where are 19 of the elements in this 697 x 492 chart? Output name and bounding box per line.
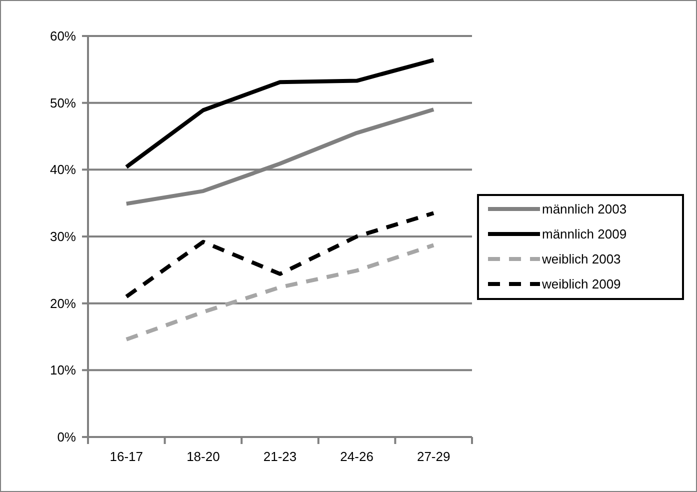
y-tick-label: 60% <box>50 28 76 44</box>
y-tick-label: 10% <box>50 362 76 378</box>
y-tick-label: 50% <box>50 95 76 110</box>
y-tick-label: 30% <box>50 229 76 244</box>
legend-label: männlich 2009 <box>542 226 627 242</box>
y-tick-label: 40% <box>50 162 76 178</box>
x-tick-label: 21-23 <box>263 449 297 464</box>
line-series <box>124 211 436 299</box>
legend-label: männlich 2003 <box>542 202 627 217</box>
x-tick-label: 27-29 <box>416 449 450 464</box>
y-tick-label: 20% <box>50 296 76 311</box>
x-tick-label: 24-26 <box>340 449 374 464</box>
y-tick-label: 0% <box>57 430 76 445</box>
x-tick-label: 18-20 <box>186 449 220 464</box>
line-series <box>124 243 436 342</box>
legend-label: weiblich 2009 <box>541 276 621 292</box>
x-tick-label: 16-17 <box>110 449 144 464</box>
line-series <box>124 58 436 169</box>
legend-label: weiblich 2003 <box>541 252 621 267</box>
